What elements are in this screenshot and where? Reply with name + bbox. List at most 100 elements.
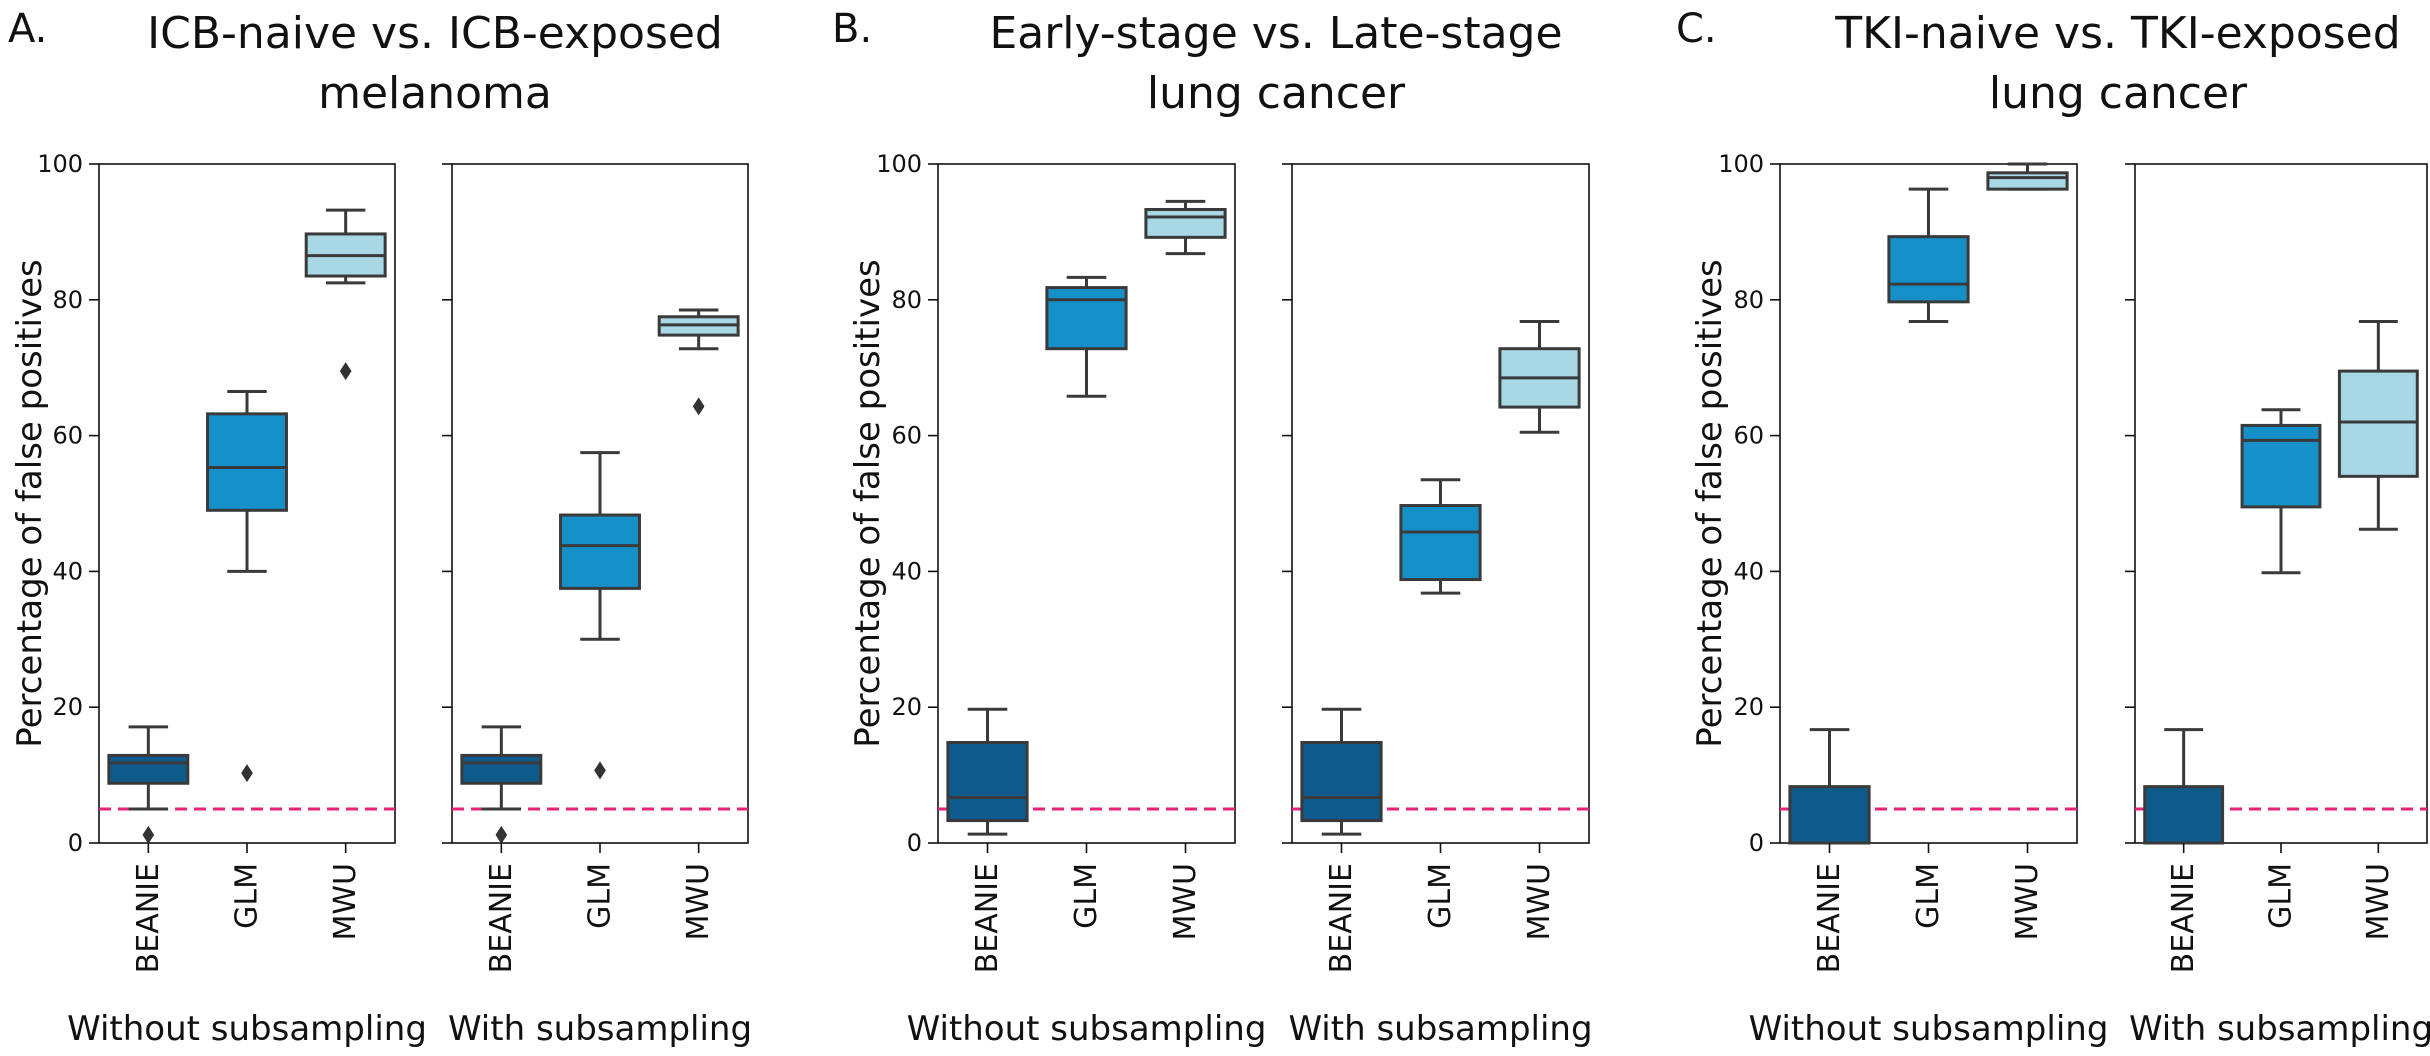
panel-title-line: lung cancer <box>1989 68 2248 119</box>
y-tick-label: 100 <box>1718 150 1764 178</box>
box-iqr <box>107 753 190 785</box>
x-axis-label: Without subsampling <box>1749 1009 2109 1049</box>
y-tick-label: 20 <box>52 693 83 721</box>
outlier-point <box>339 362 352 381</box>
box-iqr <box>1788 785 1871 845</box>
box-iqr <box>1986 171 2069 191</box>
outlier-point <box>594 761 606 780</box>
box-beanie <box>1300 707 1383 836</box>
panel-title-line: Early-stage vs. Late-stage <box>989 8 1562 59</box>
outlier-point <box>692 397 705 416</box>
box-beanie <box>2143 728 2225 845</box>
x-tick-label: BEANIE <box>2166 863 2201 973</box>
box-iqr <box>2240 423 2322 509</box>
x-tick-label: BEANIE <box>1812 863 1847 973</box>
panel-letter: B. <box>832 6 872 52</box>
y-tick-label: 60 <box>1733 422 1764 450</box>
subplot-with-subsampling: BEANIE GLM MWU With subsampling <box>442 163 752 1049</box>
y-tick-label: 80 <box>1733 286 1764 314</box>
y-tick-label: 0 <box>907 829 922 857</box>
x-tick-label: GLM <box>583 863 618 929</box>
box-glm <box>1399 478 1482 595</box>
panel-title-line: TKI-naive vs. TKI-exposed <box>1834 8 2400 59</box>
panel-2: B. Early-stage vs. Late-stage lung cancer P… <box>832 6 1593 1049</box>
y-tick-label: 80 <box>52 286 83 314</box>
panel-title-line: ICB-naive vs. ICB-exposed <box>147 8 723 59</box>
panel-letter: C. <box>1676 6 1717 52</box>
y-tick-label: 60 <box>891 422 922 450</box>
box-iqr <box>1144 207 1227 239</box>
box-iqr <box>2143 785 2225 845</box>
box-iqr <box>1399 504 1482 582</box>
x-tick-label: BEANIE <box>131 863 166 973</box>
y-tick-label: 40 <box>1733 557 1764 585</box>
y-tick-label: 100 <box>37 150 83 178</box>
x-axis-label: With subsampling <box>1288 1009 1592 1049</box>
x-axis-label: With subsampling <box>448 1009 752 1049</box>
x-tick-label: BEANIE <box>1324 863 1359 973</box>
y-axis-label: Percentage of false positives <box>1690 259 1730 747</box>
box-iqr <box>460 753 543 785</box>
subplot-without-subsampling: 0 20 40 60 80 100 BEANIE GLM MWU Without subsampl… <box>876 150 1266 1049</box>
x-tick-label: BEANIE <box>484 863 519 973</box>
box-iqr <box>1887 235 1970 304</box>
subplot-with-subsampling: BEANIE GLM MWU With subsampling <box>1282 163 1593 1049</box>
box-iqr <box>1045 286 1128 351</box>
x-axis-label: With subsampling <box>2129 1009 2430 1049</box>
box-beanie <box>107 725 190 844</box>
x-tick-label: MWU <box>2361 863 2396 941</box>
outlier-point <box>241 764 253 783</box>
panel-title-line: melanoma <box>318 68 552 119</box>
box-beanie <box>1788 728 1871 845</box>
x-tick-label: GLM <box>1069 863 1104 929</box>
panel-title-line: lung cancer <box>1147 68 1406 119</box>
panel-3: C. TKI-naive vs. TKI-exposed lung cancer Pe… <box>1676 6 2430 1049</box>
outlier-point <box>142 825 155 844</box>
box-mwu <box>304 208 387 381</box>
box-mwu <box>1986 162 2069 191</box>
box-beanie <box>460 725 543 844</box>
box-glm <box>206 389 288 783</box>
y-axis-label: Percentage of false positives <box>848 259 888 747</box>
x-tick-label: GLM <box>1423 863 1458 929</box>
y-tick-label: 0 <box>1749 829 1764 857</box>
y-tick-label: 0 <box>68 829 83 857</box>
box-iqr <box>2337 369 2419 478</box>
y-tick-label: 20 <box>1733 693 1764 721</box>
x-tick-label: BEANIE <box>970 863 1005 973</box>
box-glm <box>559 451 641 780</box>
subplot-with-subsampling: BEANIE GLM MWU With subsampling <box>2125 163 2430 1049</box>
y-tick-label: 80 <box>891 286 922 314</box>
x-tick-label: MWU <box>681 863 716 941</box>
box-glm <box>1045 275 1128 398</box>
subplot-without-subsampling: 0 20 40 60 80 100 BEANIE GLM MWU Without subsampl… <box>37 150 427 1049</box>
panel-1: A. ICB-naive vs. ICB-exposed melanoma Perce… <box>8 6 752 1049</box>
y-tick-label: 40 <box>52 557 83 585</box>
x-tick-label: MWU <box>2010 863 2045 941</box>
box-mwu <box>2337 320 2419 531</box>
box-glm <box>1887 187 1970 324</box>
x-axis-label: Without subsampling <box>67 1009 427 1049</box>
x-tick-label: MWU <box>328 863 363 941</box>
y-tick-label: 100 <box>876 150 922 178</box>
outlier-point <box>495 825 508 844</box>
box-mwu <box>1144 199 1227 256</box>
x-tick-label: MWU <box>1168 863 1203 941</box>
x-axis-label: Without subsampling <box>907 1009 1267 1049</box>
subplot-without-subsampling: 0 20 40 60 80 100 BEANIE GLM MWU Without subsampl… <box>1718 150 2108 1049</box>
box-iqr <box>559 513 641 590</box>
y-tick-label: 20 <box>891 693 922 721</box>
y-tick-label: 40 <box>891 557 922 585</box>
y-tick-label: 60 <box>52 422 83 450</box>
y-axis-label: Percentage of false positives <box>10 259 50 747</box>
x-tick-label: GLM <box>230 863 265 929</box>
box-iqr <box>1300 741 1383 823</box>
x-tick-label: GLM <box>1911 863 1946 929</box>
box-beanie <box>946 707 1029 836</box>
x-tick-label: GLM <box>2264 863 2299 929</box>
panel-letter: A. <box>8 6 47 52</box>
x-tick-label: MWU <box>1522 863 1557 941</box>
box-iqr <box>946 741 1029 823</box>
box-glm <box>2240 408 2322 575</box>
